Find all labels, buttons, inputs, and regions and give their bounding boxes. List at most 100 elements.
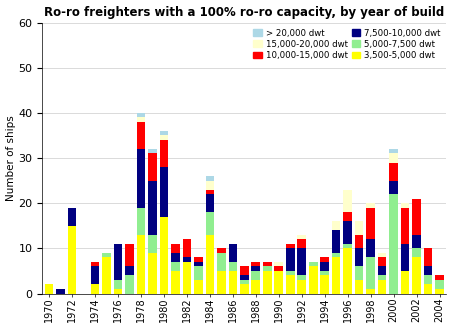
Bar — [434, 276, 443, 280]
Bar — [411, 199, 420, 235]
Bar — [365, 208, 374, 239]
Bar — [274, 266, 282, 271]
Bar — [320, 276, 328, 294]
Bar — [320, 262, 328, 271]
Bar — [320, 257, 328, 262]
Bar — [182, 239, 191, 257]
Bar — [193, 266, 202, 280]
Bar — [297, 280, 305, 294]
Bar — [285, 271, 294, 276]
Bar — [388, 181, 397, 194]
Bar — [45, 284, 53, 294]
Bar — [400, 271, 409, 294]
Bar — [285, 276, 294, 294]
Bar — [343, 190, 351, 212]
Bar — [262, 271, 271, 294]
Bar — [205, 194, 214, 212]
Bar — [251, 266, 259, 271]
Bar — [205, 190, 214, 194]
Bar — [136, 208, 145, 235]
Bar — [251, 280, 259, 294]
Bar — [113, 280, 122, 289]
Bar — [136, 235, 145, 294]
Bar — [434, 289, 443, 294]
Bar — [365, 257, 374, 289]
Bar — [159, 131, 168, 135]
Y-axis label: Number of ships: Number of ships — [5, 115, 15, 201]
Bar — [91, 266, 99, 284]
Bar — [205, 176, 214, 181]
Bar — [113, 289, 122, 294]
Bar — [251, 262, 259, 266]
Bar — [171, 262, 179, 271]
Bar — [216, 253, 225, 271]
Bar — [91, 284, 99, 294]
Bar — [331, 257, 340, 294]
Bar — [68, 226, 76, 294]
Bar — [239, 266, 248, 276]
Bar — [125, 266, 133, 276]
Bar — [171, 253, 179, 262]
Bar — [377, 253, 386, 257]
Bar — [285, 244, 294, 248]
Bar — [400, 244, 409, 271]
Bar — [251, 271, 259, 280]
Bar — [182, 262, 191, 294]
Bar — [159, 167, 168, 217]
Bar — [228, 262, 237, 271]
Bar — [205, 212, 214, 235]
Bar — [102, 253, 110, 257]
Bar — [216, 248, 225, 253]
Bar — [159, 135, 168, 140]
Bar — [193, 280, 202, 294]
Bar — [136, 117, 145, 122]
Bar — [274, 271, 282, 294]
Bar — [388, 149, 397, 154]
Bar — [148, 253, 156, 294]
Bar — [193, 262, 202, 266]
Bar — [388, 154, 397, 163]
Bar — [343, 244, 351, 248]
Bar — [297, 239, 305, 248]
Bar — [102, 257, 110, 294]
Bar — [148, 235, 156, 253]
Bar — [297, 248, 305, 276]
Bar — [159, 217, 168, 294]
Bar — [297, 235, 305, 239]
Bar — [354, 266, 363, 280]
Bar — [308, 262, 317, 266]
Bar — [388, 194, 397, 294]
Bar — [125, 276, 133, 294]
Bar — [159, 140, 168, 167]
Bar — [400, 203, 409, 208]
Bar — [320, 271, 328, 276]
Bar — [354, 235, 363, 248]
Bar — [411, 248, 420, 257]
Bar — [400, 208, 409, 244]
Bar — [228, 244, 237, 262]
Bar — [343, 212, 351, 221]
Bar — [377, 257, 386, 266]
Bar — [171, 271, 179, 294]
Legend: > 20,000 dwt, 15,000-20,000 dwt, 10,000-15,000 dwt, 7,500-10,000 dwt, 5,000-7,50: > 20,000 dwt, 15,000-20,000 dwt, 10,000-… — [251, 27, 441, 62]
Bar — [68, 208, 76, 226]
Bar — [365, 203, 374, 208]
Bar — [136, 149, 145, 208]
Bar — [343, 221, 351, 244]
Bar — [388, 163, 397, 181]
Bar — [365, 239, 374, 257]
Bar — [308, 266, 317, 294]
Bar — [331, 253, 340, 257]
Bar — [297, 276, 305, 280]
Bar — [205, 181, 214, 190]
Bar — [148, 181, 156, 235]
Bar — [113, 244, 122, 280]
Bar — [354, 248, 363, 266]
Bar — [285, 248, 294, 271]
Bar — [377, 266, 386, 276]
Bar — [205, 235, 214, 294]
Bar — [365, 289, 374, 294]
Title: Ro-ro freighters with a 100% ro-ro capacity, by year of build: Ro-ro freighters with a 100% ro-ro capac… — [44, 6, 443, 19]
Bar — [423, 266, 432, 276]
Bar — [274, 262, 282, 266]
